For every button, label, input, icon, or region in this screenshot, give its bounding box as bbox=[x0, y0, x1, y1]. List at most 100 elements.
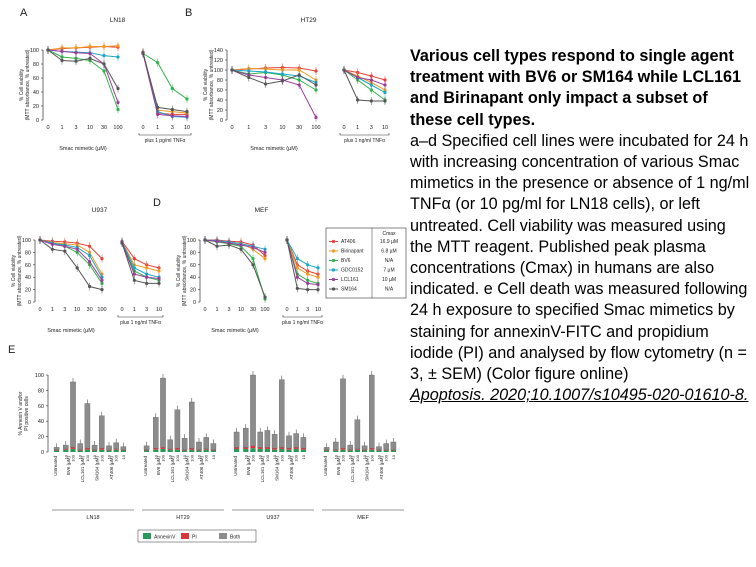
bar-pi bbox=[369, 448, 375, 450]
legend-swatch-marker bbox=[331, 277, 336, 282]
x-tick-label: 1 bbox=[133, 307, 136, 313]
bar-both bbox=[106, 445, 112, 450]
series-line-tnf bbox=[142, 52, 188, 118]
tnf-bracket bbox=[117, 315, 164, 318]
bar-annexin bbox=[340, 449, 346, 452]
legend-cmax: 16.9 µM bbox=[380, 239, 398, 245]
category-label: AT406 (µM) bbox=[109, 456, 114, 480]
y-tick-label: 40 bbox=[33, 90, 39, 96]
x-tick-label: 1 bbox=[51, 307, 54, 313]
dose-label: 10 bbox=[258, 454, 263, 459]
bar-both bbox=[63, 444, 69, 450]
series-line bbox=[47, 45, 119, 51]
data-point bbox=[295, 257, 299, 261]
e-legend-label: Both bbox=[230, 535, 241, 541]
dose-label: 100 bbox=[294, 454, 299, 461]
data-point bbox=[74, 51, 78, 55]
bar-annexin bbox=[243, 448, 249, 452]
dose-label: 100 bbox=[175, 454, 180, 461]
bar-pi bbox=[84, 448, 90, 450]
x-tick-label: 1 bbox=[356, 125, 359, 131]
data-point bbox=[60, 49, 64, 54]
data-point bbox=[100, 278, 104, 282]
category-label: BV6 (µM) bbox=[156, 456, 161, 476]
dose-label: 10 bbox=[348, 454, 353, 459]
data-point bbox=[297, 83, 301, 87]
bar-pi bbox=[354, 448, 360, 450]
bar-annexin bbox=[333, 450, 339, 452]
series-line bbox=[39, 239, 103, 291]
bar-annexin bbox=[153, 449, 159, 452]
bar-annexin bbox=[324, 450, 330, 452]
y-tick-label: 20 bbox=[25, 288, 31, 294]
data-point bbox=[141, 51, 145, 55]
x-tick-label: 3 bbox=[227, 307, 230, 313]
citation-link[interactable]: Apoptosis. 2020;10.1007/s10495-020-01610… bbox=[410, 386, 749, 405]
data-point bbox=[88, 44, 92, 49]
bar-pi bbox=[347, 449, 353, 451]
bar-both bbox=[369, 374, 375, 449]
data-point bbox=[74, 59, 78, 63]
data-point bbox=[156, 112, 160, 116]
bar-pi bbox=[63, 448, 69, 450]
data-point bbox=[145, 281, 149, 285]
data-point bbox=[285, 238, 289, 242]
x-tick-label: 3 bbox=[171, 125, 174, 131]
data-point bbox=[102, 69, 106, 73]
bar-annexin bbox=[182, 450, 188, 452]
dose-label: 10 bbox=[333, 454, 338, 459]
dose-label: 10 bbox=[272, 454, 277, 459]
data-point bbox=[383, 83, 387, 87]
bar-annexin bbox=[63, 449, 69, 452]
y-axis-label: (MTT absorbance, % untreated) bbox=[25, 49, 31, 120]
data-point bbox=[102, 54, 106, 58]
data-point bbox=[88, 56, 92, 61]
dose-label: 10 bbox=[362, 454, 367, 459]
y-tick-label: 60 bbox=[190, 263, 196, 269]
bar-both bbox=[153, 417, 159, 449]
bar-both bbox=[77, 443, 83, 450]
data-point bbox=[369, 99, 373, 103]
bar-both bbox=[390, 441, 397, 450]
dose-label: 100 bbox=[341, 454, 346, 461]
y-axis-label: % Cell viability bbox=[176, 254, 182, 287]
dose-label: 10 bbox=[287, 454, 292, 459]
tnf-bracket bbox=[138, 133, 192, 136]
x-tick-label: 100 bbox=[113, 125, 122, 131]
data-point bbox=[116, 86, 120, 91]
series-line-tnf bbox=[121, 242, 160, 279]
bar-annexin bbox=[347, 450, 353, 452]
x-tick-label: 10 bbox=[87, 125, 93, 131]
data-point bbox=[263, 295, 267, 299]
panel-letter: D bbox=[153, 197, 161, 209]
data-point bbox=[239, 243, 243, 247]
tnf-label: plus 1 ng/ml TNFα bbox=[120, 320, 161, 326]
bar-group-mef: Untreated BV6 (µM) LCL161 (µM) SM164 (µM) AT… bbox=[322, 371, 404, 521]
series-line bbox=[204, 239, 266, 253]
category-label: LCL161 (µM) bbox=[80, 456, 85, 483]
y-axis-label: PI positive cells bbox=[24, 396, 30, 431]
data-point bbox=[316, 275, 320, 279]
category-label: SM164 (µM) bbox=[365, 456, 370, 481]
data-point bbox=[60, 58, 64, 63]
bar-annexin bbox=[264, 448, 270, 452]
data-point bbox=[280, 72, 284, 76]
bar-pi bbox=[120, 449, 126, 451]
bar-both bbox=[210, 443, 217, 450]
data-point bbox=[316, 266, 320, 270]
category-label: BV6 (µM) bbox=[336, 456, 341, 476]
category-label: AT406 (µM) bbox=[289, 456, 294, 480]
category-label: Untreated bbox=[233, 456, 238, 476]
bar-both bbox=[354, 419, 361, 450]
data-point bbox=[50, 247, 55, 251]
dose-label: 100 bbox=[71, 454, 76, 461]
legend-cmax: N/A bbox=[385, 258, 394, 264]
data-point bbox=[247, 75, 251, 80]
y-tick-label: 60 bbox=[38, 404, 44, 410]
bar-pi bbox=[264, 447, 270, 449]
x-tick-label: 10 bbox=[156, 307, 162, 313]
category-label: Untreated bbox=[53, 456, 58, 476]
data-point bbox=[239, 247, 243, 251]
